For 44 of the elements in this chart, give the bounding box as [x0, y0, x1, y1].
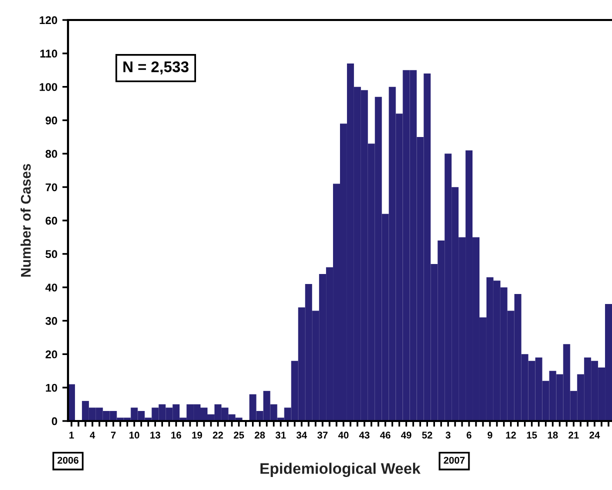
y-tick-label: 80 [46, 150, 58, 158]
x-tick-label: 46 [380, 432, 390, 439]
x-tick-label: 4 [90, 432, 96, 438]
text: 2006 [58, 456, 78, 464]
x-tick-label: 21 [568, 432, 579, 438]
y-tick-label: 50 [46, 250, 58, 258]
x-tick-label: 34 [296, 432, 307, 439]
y-tick-label: 30 [45, 317, 58, 325]
x-tick-label: 12 [506, 432, 516, 438]
x-tick-label: 18 [548, 432, 558, 439]
x-tick-label: 52 [422, 432, 432, 439]
y-tick-label: 90 [46, 116, 58, 124]
y-tick-label: 110 [40, 50, 58, 58]
y-tick-label: 40 [45, 284, 58, 292]
x-tick-label: 9 [488, 432, 492, 439]
x-tick-label: 49 [400, 432, 412, 439]
x-tick-label: 31 [276, 432, 286, 439]
annotation: N = 2,533 [123, 61, 189, 74]
x-tick-label: 40 [338, 432, 348, 439]
y-tick-label: 60 [46, 216, 58, 225]
x-tick-label: 43 [359, 432, 370, 439]
y-tick-label: 100 [40, 83, 58, 91]
x-tick-label: 37 [317, 432, 328, 439]
x-tick-label: 19 [192, 432, 202, 439]
x-tick-label: 1 [69, 432, 74, 438]
x-tick-label: 7 [111, 432, 116, 438]
y-tick-label: 10 [46, 384, 58, 392]
y-tick-label: 20 [46, 350, 58, 358]
y-tick-label: 70 [46, 183, 58, 192]
y-tick-label: 120 [40, 16, 58, 24]
x-tick-label: 28 [254, 432, 265, 439]
x-tick-label: 24 [589, 432, 600, 438]
x-tick-label: 10 [129, 432, 140, 439]
y-tick-label: 0 [52, 417, 58, 426]
text: 2007 [444, 456, 465, 464]
x-tick-label: 13 [150, 432, 160, 439]
x-tick-label: 15 [527, 432, 537, 439]
x-axis-title: Epidemiological Week [260, 462, 421, 478]
x-tick-label: 3 [446, 432, 450, 439]
x-tick-label: 22 [212, 432, 223, 438]
x-tick-label: 6 [466, 432, 472, 439]
y-axis-title: Number of Cases [20, 164, 31, 277]
x-tick-label: 16 [171, 432, 182, 439]
x-tick-label: 25 [234, 432, 244, 439]
